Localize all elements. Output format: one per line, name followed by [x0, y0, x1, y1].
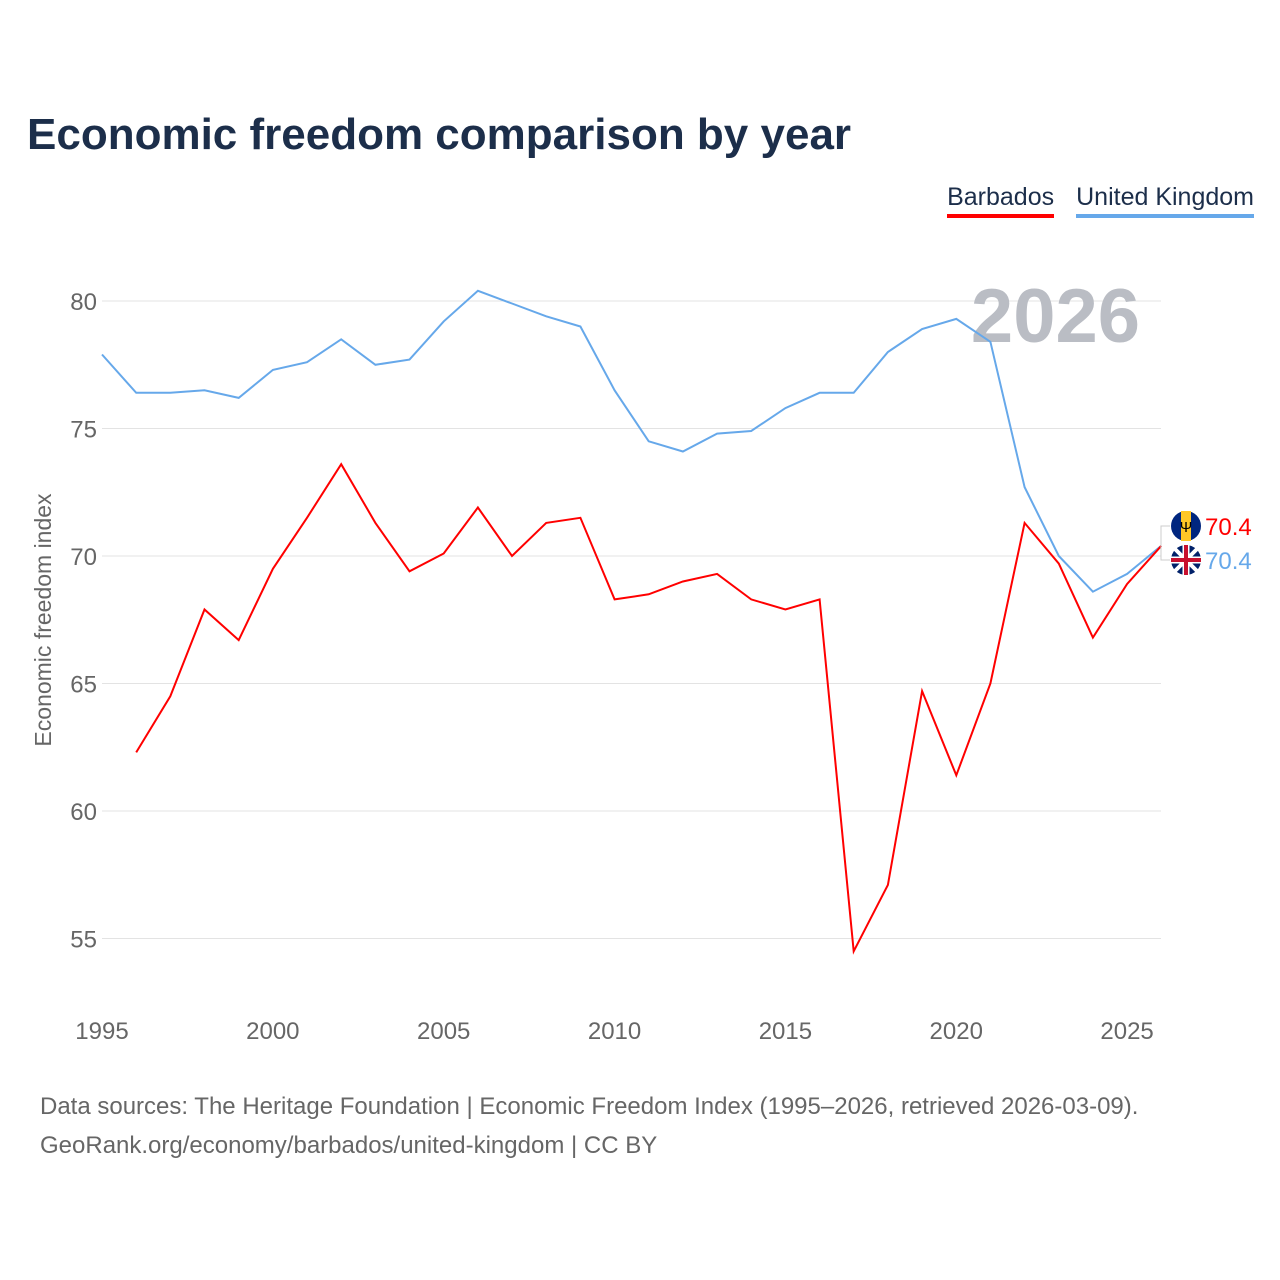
series-line-barbados: [135, 462, 1163, 955]
legend-barbados[interactable]: Barbados: [947, 183, 1055, 218]
legend: Barbados United Kingdom: [947, 183, 1254, 218]
chart-title: Economic freedom comparison by year: [27, 110, 852, 159]
source-text: Data sources: The Heritage Foundation | …: [40, 1093, 1139, 1120]
y-tick-label: 70: [70, 544, 97, 571]
footer: Data sources: The Heritage Foundation | …: [40, 1087, 1138, 1165]
label-connector: [1160, 525, 1170, 561]
x-tick-label: 2005: [417, 1018, 470, 1045]
y-tick-label: 80: [70, 289, 97, 316]
y-axis-label: Economic freedom index: [30, 493, 56, 747]
x-tick-label: 2020: [930, 1018, 983, 1045]
legend-united-kingdom[interactable]: United Kingdom: [1076, 183, 1254, 218]
attribution-text: GeoRank.org/economy/barbados/united-king…: [40, 1132, 658, 1159]
y-tick-label: 60: [70, 799, 97, 826]
y-tick-label: 55: [70, 927, 97, 954]
x-tick-label: 2010: [588, 1018, 641, 1045]
barbados-flag-stripe: [1181, 511, 1191, 541]
end-value-label: 70.4: [1205, 548, 1252, 575]
x-tick-label: 2015: [759, 1018, 812, 1045]
x-tick-label: 2025: [1100, 1018, 1153, 1045]
x-tick-label: 1995: [75, 1018, 128, 1045]
uk-flag-cross-red: [1171, 545, 1201, 575]
y-tick-label: 65: [70, 672, 97, 699]
series-line-united-kingdom: [101, 289, 1162, 593]
x-tick-label: 2000: [246, 1018, 299, 1045]
end-value-label: 70.4: [1205, 514, 1252, 541]
year-watermark: 2026: [971, 274, 1140, 359]
trident-icon: Ψ: [1180, 519, 1193, 536]
y-tick-label: 75: [70, 417, 97, 444]
